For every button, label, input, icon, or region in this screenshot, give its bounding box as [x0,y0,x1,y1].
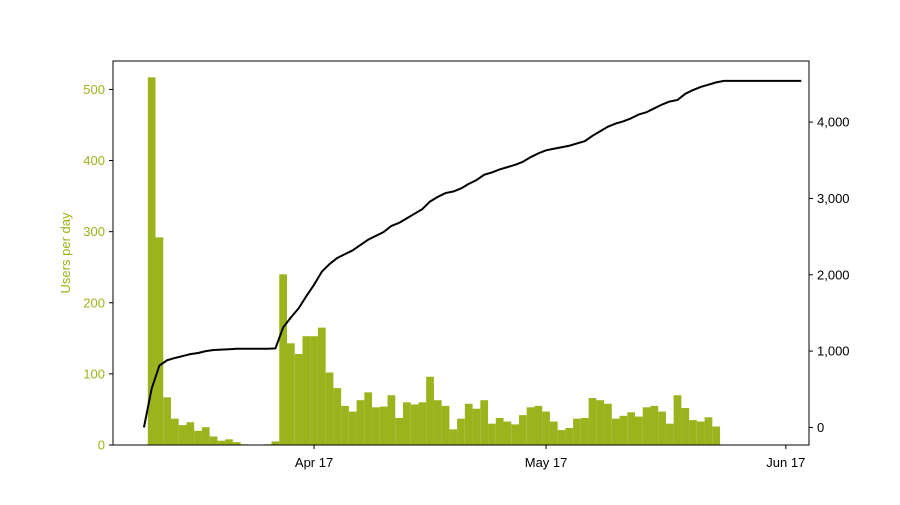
left-tick-label: 500 [83,82,105,97]
x-tick-label: Apr 17 [295,455,333,470]
bar [302,336,311,445]
right-tick-label: 1,000 [817,344,850,359]
bar [619,415,628,445]
bar [310,336,318,445]
bar [681,408,690,445]
bar [426,376,434,445]
bar [534,405,543,445]
bar [488,423,496,445]
bar [194,430,202,445]
bar [480,400,489,445]
bar [503,421,512,445]
bar [519,415,527,445]
left-y-axis: 0 100 200 300 400 500 [83,82,113,453]
bar [650,405,659,445]
left-tick-label: 0 [98,438,105,453]
bar [627,412,635,445]
bar [287,343,295,445]
right-tick-label: 2,000 [817,267,850,282]
bar [526,407,535,445]
bar [410,404,419,445]
bar [333,388,342,445]
bar [495,417,504,445]
bar [604,403,612,445]
bar [209,436,218,445]
bar [611,418,620,445]
bar [665,423,674,445]
bar [201,427,210,445]
bar [387,395,396,445]
bar [580,417,589,445]
bar [348,411,357,445]
bar [642,407,651,445]
bar [565,427,574,445]
cumulative-users-line [142,79,802,428]
bar [163,397,171,445]
bar [325,372,334,445]
bar [712,426,721,445]
bar [356,400,365,445]
bar [171,418,179,445]
bar [704,417,713,445]
bar [449,429,458,445]
left-tick-label: 200 [83,295,105,310]
bar [464,403,473,445]
bar [178,425,187,445]
bar [317,327,326,445]
bar [341,405,349,445]
bar [294,353,303,445]
bars-layer [147,77,721,446]
line-layer [142,79,802,428]
bar [542,411,550,445]
bar [155,237,164,445]
left-tick-label: 100 [83,366,105,381]
bar [403,402,411,445]
bar [441,405,450,445]
bar [673,395,682,445]
plot-frame [112,60,810,446]
bar [364,392,373,445]
bar [232,442,241,445]
right-y-axis: 0 1,000 2,000 3,000 4,000 [809,115,850,435]
bar [217,440,226,445]
x-tick-label: May 17 [525,455,568,470]
bar [457,418,465,445]
bar [186,422,195,445]
left-tick-label: 400 [83,153,105,168]
right-tick-label: 0 [817,420,824,435]
bar [596,400,605,445]
bar [689,420,697,445]
bar [588,398,597,445]
x-axis: Apr 17 May 17 Jun 17 [295,445,805,470]
bar [511,424,519,445]
bar [279,274,287,445]
bar [225,439,233,445]
bar [635,416,643,445]
bar [573,418,581,445]
y-axis-label: Users per day [58,212,73,293]
bar [433,400,442,445]
left-tick-label: 300 [83,224,105,239]
bar [549,421,558,445]
bar [557,430,566,445]
bar [472,408,481,445]
bar [418,402,427,445]
bar [379,406,388,445]
bar [395,417,403,445]
bar [147,77,156,446]
bar [658,411,666,445]
bar [372,407,380,445]
bar [696,421,705,445]
bar [271,441,280,445]
right-tick-label: 3,000 [817,191,850,206]
x-tick-label: Jun 17 [766,455,805,470]
right-tick-label: 4,000 [817,115,850,130]
